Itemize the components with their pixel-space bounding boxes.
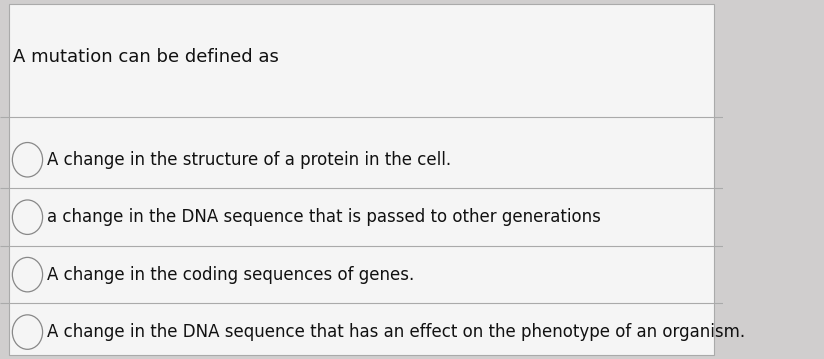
Text: A change in the DNA sequence that has an effect on the phenotype of an organism.: A change in the DNA sequence that has an…: [47, 323, 745, 341]
FancyBboxPatch shape: [9, 4, 714, 355]
Text: A change in the structure of a protein in the cell.: A change in the structure of a protein i…: [47, 151, 451, 169]
Text: A mutation can be defined as: A mutation can be defined as: [13, 48, 279, 66]
Text: A change in the coding sequences of genes.: A change in the coding sequences of gene…: [47, 266, 414, 284]
Text: a change in the DNA sequence that is passed to other generations: a change in the DNA sequence that is pas…: [47, 208, 601, 226]
